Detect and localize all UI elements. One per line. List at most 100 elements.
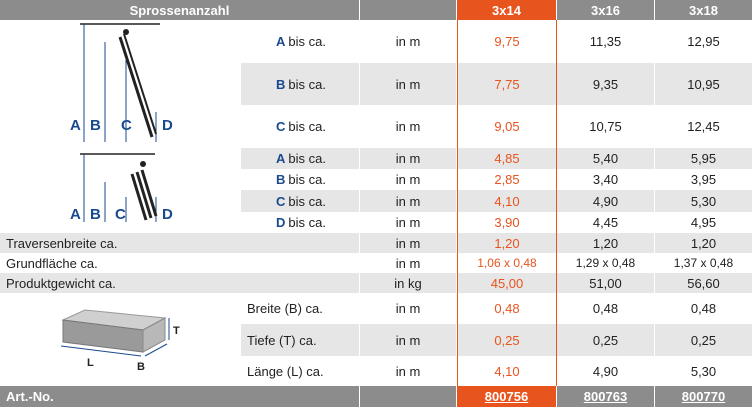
value-col-2: 10,75 [557,105,655,148]
footer-col-3: 800770 [655,386,753,407]
table-row: Grundfläche ca. in m 1,06 x 0,48 1,29 x … [0,253,753,273]
value-col-1: 1,20 [457,233,557,253]
header-col-2: 3x16 [557,0,655,20]
ladder-diagram: A B C D A B C D [70,23,173,223]
value-col-2: 11,35 [557,20,655,63]
row-label: Traversenbreite ca. [0,233,360,253]
label-c-top: C [121,117,132,134]
value-col-3: 5,30 [655,356,753,386]
value-col-2: 5,40 [557,148,655,169]
value-col-1: 0,25 [457,324,557,356]
value-col-1: 45,00 [457,273,557,293]
image-spacer [0,169,241,190]
image-spacer [0,63,241,105]
label-l: L [87,357,94,369]
footer-spacer [360,386,457,407]
row-unit: in m [360,324,457,356]
label-b-box: B [137,361,145,373]
value-col-3: 1,20 [655,233,753,253]
row-letter: B [276,76,286,92]
row-label: Tiefe (T) ca. [241,324,360,356]
value-col-1: 7,75 [457,63,557,105]
value-col-3: 1,37 x 0,48 [655,253,753,273]
value-col-2: 9,35 [557,63,655,105]
value-col-3: 12,45 [655,105,753,148]
row-text: bis ca. [288,215,326,230]
table-row: Breite (B) ca. in m 0,48 0,48 0,48 [0,293,753,324]
value-col-3: 5,95 [655,148,753,169]
header-col-3: 3x18 [655,0,753,20]
value-col-1: 0,48 [457,293,557,324]
footer-col-2: 800763 [557,386,655,407]
value-col-1: 1,06 x 0,48 [457,253,557,273]
row-unit: in m [360,293,457,324]
value-col-1: 9,75 [457,20,557,63]
table-row: Länge (L) ca. in m 4,10 4,90 5,30 [0,356,753,386]
row-letter: C [276,193,286,209]
header-col-1: 3x14 [457,0,557,20]
row-unit: in m [360,148,457,169]
value-col-3: 56,60 [655,273,753,293]
image-spacer [0,356,241,386]
row-unit: in m [360,105,457,148]
row-unit: in m [360,212,457,233]
label-a-bottom: A [70,206,81,223]
article-link-1[interactable]: 800756 [484,389,529,404]
row-letter: A [276,34,286,49]
image-spacer [0,148,241,169]
value-col-2: 4,90 [557,356,655,386]
row-text: bis ca. [288,119,326,134]
label-d-bottom: D [162,206,173,223]
row-letter: D [276,215,286,230]
value-col-3: 3,95 [655,169,753,190]
row-letter: B [276,172,286,187]
value-col-2: 0,25 [557,324,655,356]
value-col-3: 5,30 [655,190,753,212]
label-a-top: A [70,117,81,134]
value-col-2: 3,40 [557,169,655,190]
value-col-1: 2,85 [457,169,557,190]
label-d-top: D [162,117,173,134]
value-col-3: 4,95 [655,212,753,233]
label-c-bottom: C [115,206,126,223]
row-unit: in m [360,233,457,253]
article-link-2[interactable]: 800763 [583,389,628,404]
row-label: Breite (B) ca. [241,293,360,324]
row-text: bis ca. [288,193,326,209]
image-spacer [0,293,241,324]
row-text: bis ca. [288,76,326,92]
image-spacer [0,212,241,233]
row-text: bis ca. [288,151,326,166]
row-unit: in m [360,253,457,273]
row-text: bis ca. [288,172,326,187]
table-row: Produktgewicht ca. in kg 45,00 51,00 56,… [0,273,753,293]
image-spacer [0,105,241,148]
value-col-1: 4,10 [457,356,557,386]
label-b-bottom: B [90,206,101,223]
value-col-2: 4,45 [557,212,655,233]
value-col-1: 9,05 [457,105,557,148]
package-box-diagram: T L B [60,309,180,373]
value-col-1: 4,85 [457,148,557,169]
row-letter: A [276,151,286,166]
value-col-3: 10,95 [655,63,753,105]
label-t: T [173,325,180,337]
row-unit: in kg [360,273,457,293]
row-label: Produktgewicht ca. [0,273,360,293]
footer-label: Art.-No. [0,386,360,407]
value-col-1: 4,10 [457,190,557,212]
row-label: Länge (L) ca. [241,356,360,386]
image-spacer [0,190,241,212]
article-link-3[interactable]: 800770 [681,389,726,404]
footer-col-1: 800756 [457,386,557,407]
value-col-2: 51,00 [557,273,655,293]
